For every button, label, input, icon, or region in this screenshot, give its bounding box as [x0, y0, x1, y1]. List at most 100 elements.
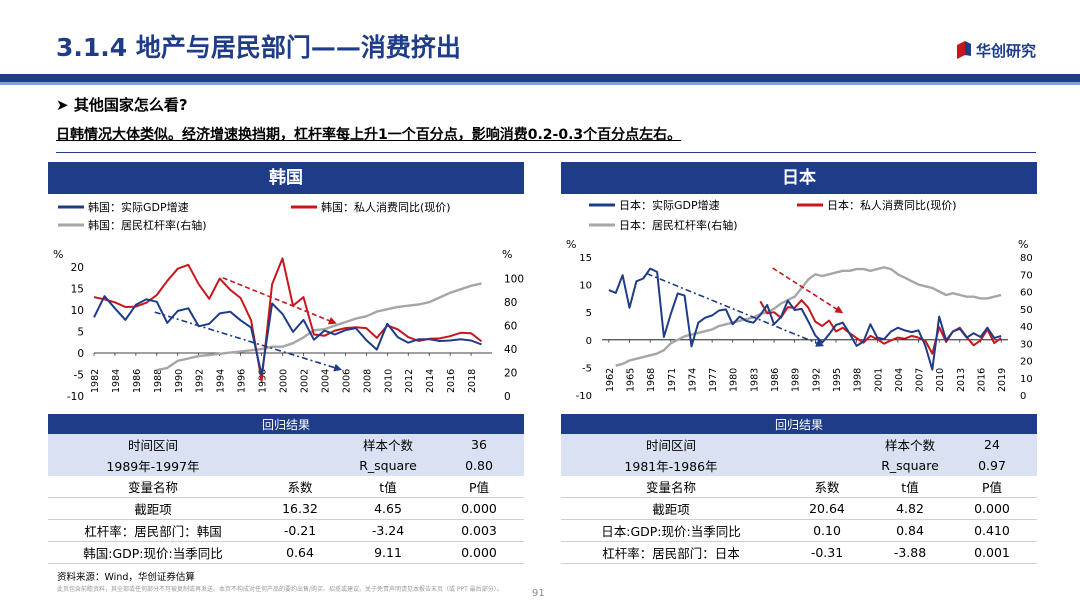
x-tick-label: 2013: [956, 368, 967, 392]
y-axis-label-right: %: [502, 248, 512, 261]
separator-line: [56, 152, 1036, 153]
table-cell: 样本个数: [873, 434, 947, 455]
legend-label: 日本：私人消费同比(现价): [827, 198, 957, 212]
table-cell: -3.24: [342, 519, 434, 542]
panel-header-japan: 日本: [561, 162, 1037, 194]
table-cell: 9.11: [342, 541, 434, 564]
y-tick-right: 50: [1020, 305, 1033, 316]
table-cell: -0.31: [781, 541, 873, 564]
column-header: 系数: [258, 476, 342, 498]
column-header: 变量名称: [561, 476, 781, 498]
y-tick-left: -10: [67, 391, 84, 403]
x-tick-label: 1977: [708, 368, 719, 392]
x-tick-label: 2014: [425, 369, 436, 393]
y-axis-label-left: %: [53, 248, 63, 261]
table-cell: 杠杆率：居民部门：日本: [561, 541, 781, 564]
x-tick-label: 2010: [383, 369, 394, 393]
table-cell: 韩国:GDP:现价:当季同比: [48, 541, 258, 564]
y-tick-left: 15: [579, 253, 592, 264]
table-cell: 0.84: [873, 519, 947, 542]
x-tick-label: 1994: [216, 369, 227, 393]
table-cell: 0.80: [434, 455, 524, 476]
x-tick-label: 1989: [791, 368, 802, 392]
table-cell: 1989年-1997年: [48, 455, 258, 476]
subtitle-text: 其他国家怎么看?: [73, 96, 188, 114]
y-tick-right: 40: [504, 344, 517, 356]
column-header: 系数: [781, 476, 873, 498]
y-tick-left: 5: [77, 327, 84, 339]
x-tick-label: 2007: [915, 368, 926, 392]
table-cell: 0.410: [947, 519, 1037, 542]
x-tick-label: 2016: [446, 369, 457, 393]
x-tick-label: 1968: [646, 368, 657, 392]
table-cell: 杠杆率：居民部门：韩国: [48, 519, 258, 542]
legend-label: 韩国：实际GDP增速: [88, 200, 189, 214]
x-tick-label: 2016: [976, 368, 987, 392]
x-tick-label: 1986: [770, 368, 781, 392]
table-caption: 回归结果: [48, 414, 524, 434]
x-tick-label: 2000: [279, 369, 290, 393]
legend-label: 日本：实际GDP增速: [619, 198, 720, 212]
table-cell: 16.32: [258, 497, 342, 520]
x-tick-label: 2012: [404, 369, 415, 393]
y-tick-right: 40: [1020, 322, 1033, 333]
source-note: 资料来源：Wind，华创证券估算: [57, 572, 195, 583]
table-cell: 4.65: [342, 497, 434, 520]
x-tick-label: 1992: [195, 369, 206, 393]
legend-label: 韩国：私人消费同比(现价): [321, 200, 451, 214]
x-tick-label: 1998: [853, 368, 864, 392]
table-info-row: 时间区间 样本个数 36: [48, 434, 524, 455]
table-cell: 0.001: [947, 541, 1037, 564]
y-tick-left: 20: [71, 262, 84, 274]
series-line: [608, 267, 1002, 371]
table-row: 截距项 20.64 4.82 0.000: [561, 497, 1037, 520]
x-tick-label: 1980: [729, 368, 740, 392]
table-cell: 1981年-1986年: [561, 455, 781, 476]
y-tick-left: 0: [77, 348, 84, 360]
table-cell: R_square: [342, 455, 434, 476]
table-cell: 4.82: [873, 497, 947, 520]
legend-label: 韩国：居民杠杆率(右轴): [88, 218, 207, 232]
y-tick-left: 10: [579, 281, 592, 292]
table-caption-row: 回归结果: [48, 414, 524, 434]
trend-arrow: [222, 277, 337, 325]
x-tick-label: 2019: [997, 368, 1008, 392]
table-info-row: 1981年-1986年 R_square 0.97: [561, 455, 1037, 476]
table-header-row: 变量名称 系数 t值 P值: [561, 476, 1037, 498]
column-header: P值: [434, 476, 524, 498]
x-tick-label: 1984: [111, 369, 122, 393]
y-tick-right: 60: [504, 321, 517, 333]
table-cell: 0.000: [434, 497, 524, 520]
y-tick-left: -10: [576, 391, 592, 402]
column-header: t值: [342, 476, 434, 498]
table-row: 杠杆率：居民部门：日本 -0.31 -3.88 0.001: [561, 541, 1037, 564]
x-tick-label: 2002: [299, 369, 310, 393]
x-tick-label: 1962: [605, 368, 616, 392]
y-tick-right: 10: [1020, 374, 1033, 385]
y-tick-right: 70: [1020, 270, 1033, 281]
x-tick-label: 2018: [467, 369, 478, 393]
table-row: 日本:GDP:现价:当季同比 0.10 0.84 0.410: [561, 519, 1037, 542]
y-tick-right: 80: [1020, 253, 1033, 264]
table-cell: -0.21: [258, 519, 342, 542]
x-tick-label: 1988: [153, 369, 164, 393]
x-tick-label: 2008: [362, 369, 373, 393]
logo-mark-icon: [957, 41, 971, 59]
table-cell: 日本:GDP:现价:当季同比: [561, 519, 781, 542]
japan-chart: 日本：实际GDP增速 日本：私人消费同比(现价) 日本：居民杠杆率(右轴)% % -10…: [566, 198, 1033, 402]
table-cell: 0.97: [947, 455, 1037, 476]
series-line: [93, 295, 482, 376]
panel-header-korea: 韩国: [48, 162, 524, 194]
table-cell: 截距项: [561, 497, 781, 520]
table-cell: 36: [434, 434, 524, 455]
japan-regression-table: 回归结果 时间区间 样本个数 24 1981年-1986年 R_square 0…: [561, 414, 1037, 564]
trend-arrow: [772, 267, 844, 314]
column-header: P值: [947, 476, 1037, 498]
x-tick-label: 1995: [832, 368, 843, 392]
y-tick-left: 5: [586, 308, 592, 319]
y-tick-left: 10: [71, 305, 84, 317]
x-tick-label: 1982: [90, 369, 101, 393]
y-axis-label-right: %: [1018, 238, 1028, 251]
x-tick-label: 1992: [811, 368, 822, 392]
y-tick-left: -5: [582, 363, 592, 374]
